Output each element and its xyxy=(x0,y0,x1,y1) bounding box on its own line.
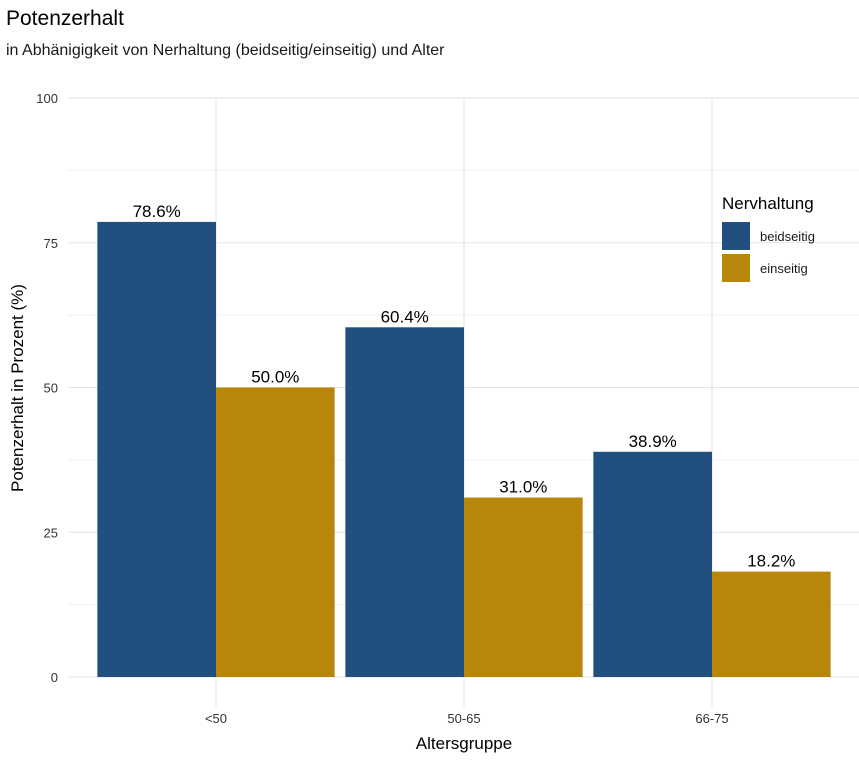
y-tick-label: 75 xyxy=(44,236,58,251)
x-tick-label: 50-65 xyxy=(447,711,480,726)
legend: Nervhaltung beidseitig einseitig xyxy=(722,194,815,282)
y-tick-label: 100 xyxy=(36,91,58,106)
chart-title: Potenzerhalt xyxy=(6,7,124,30)
x-tick-label: <50 xyxy=(205,711,227,726)
legend-label-beidseitig: beidseitig xyxy=(760,229,815,244)
x-axis-title: Altersgruppe xyxy=(416,734,512,753)
legend-label-einseitig: einseitig xyxy=(760,261,808,276)
bar-value-label: 60.4% xyxy=(381,307,429,326)
bar-beidseitig-1 xyxy=(345,327,464,677)
y-axis-ticks: 0 25 50 75 100 xyxy=(36,91,58,685)
legend-title: Nervhaltung xyxy=(722,194,814,213)
bar-einseitig-1 xyxy=(464,497,583,677)
x-axis-ticks: <50 50-65 66-75 xyxy=(205,711,729,726)
x-tick-label: 66-75 xyxy=(695,711,728,726)
bar-einseitig-2 xyxy=(712,571,831,677)
bar-beidseitig-2 xyxy=(593,451,712,677)
bar-beidseitig-0 xyxy=(97,221,216,677)
bar-value-label: 31.0% xyxy=(499,478,547,497)
chart-subtitle: in Abhänigigkeit von Nerhaltung (beidsei… xyxy=(6,42,445,59)
bar-value-label: 18.2% xyxy=(747,552,795,571)
bar-value-label: 50.0% xyxy=(251,368,299,387)
y-tick-label: 0 xyxy=(51,670,58,685)
bar-einseitig-0 xyxy=(216,387,335,677)
legend-swatch-beidseitig xyxy=(722,222,750,250)
y-tick-label: 25 xyxy=(44,525,58,540)
bar-value-label: 78.6% xyxy=(133,202,181,221)
legend-swatch-einseitig xyxy=(722,254,750,282)
y-tick-label: 50 xyxy=(44,381,58,396)
bar-value-label: 38.9% xyxy=(629,432,677,451)
bars xyxy=(97,221,831,677)
y-axis-title: Potenzerhalt in Prozent (%) xyxy=(8,284,27,492)
bar-labels: 78.6% 50.0% 60.4% 31.0% 38.9% 18.2% xyxy=(133,202,796,571)
